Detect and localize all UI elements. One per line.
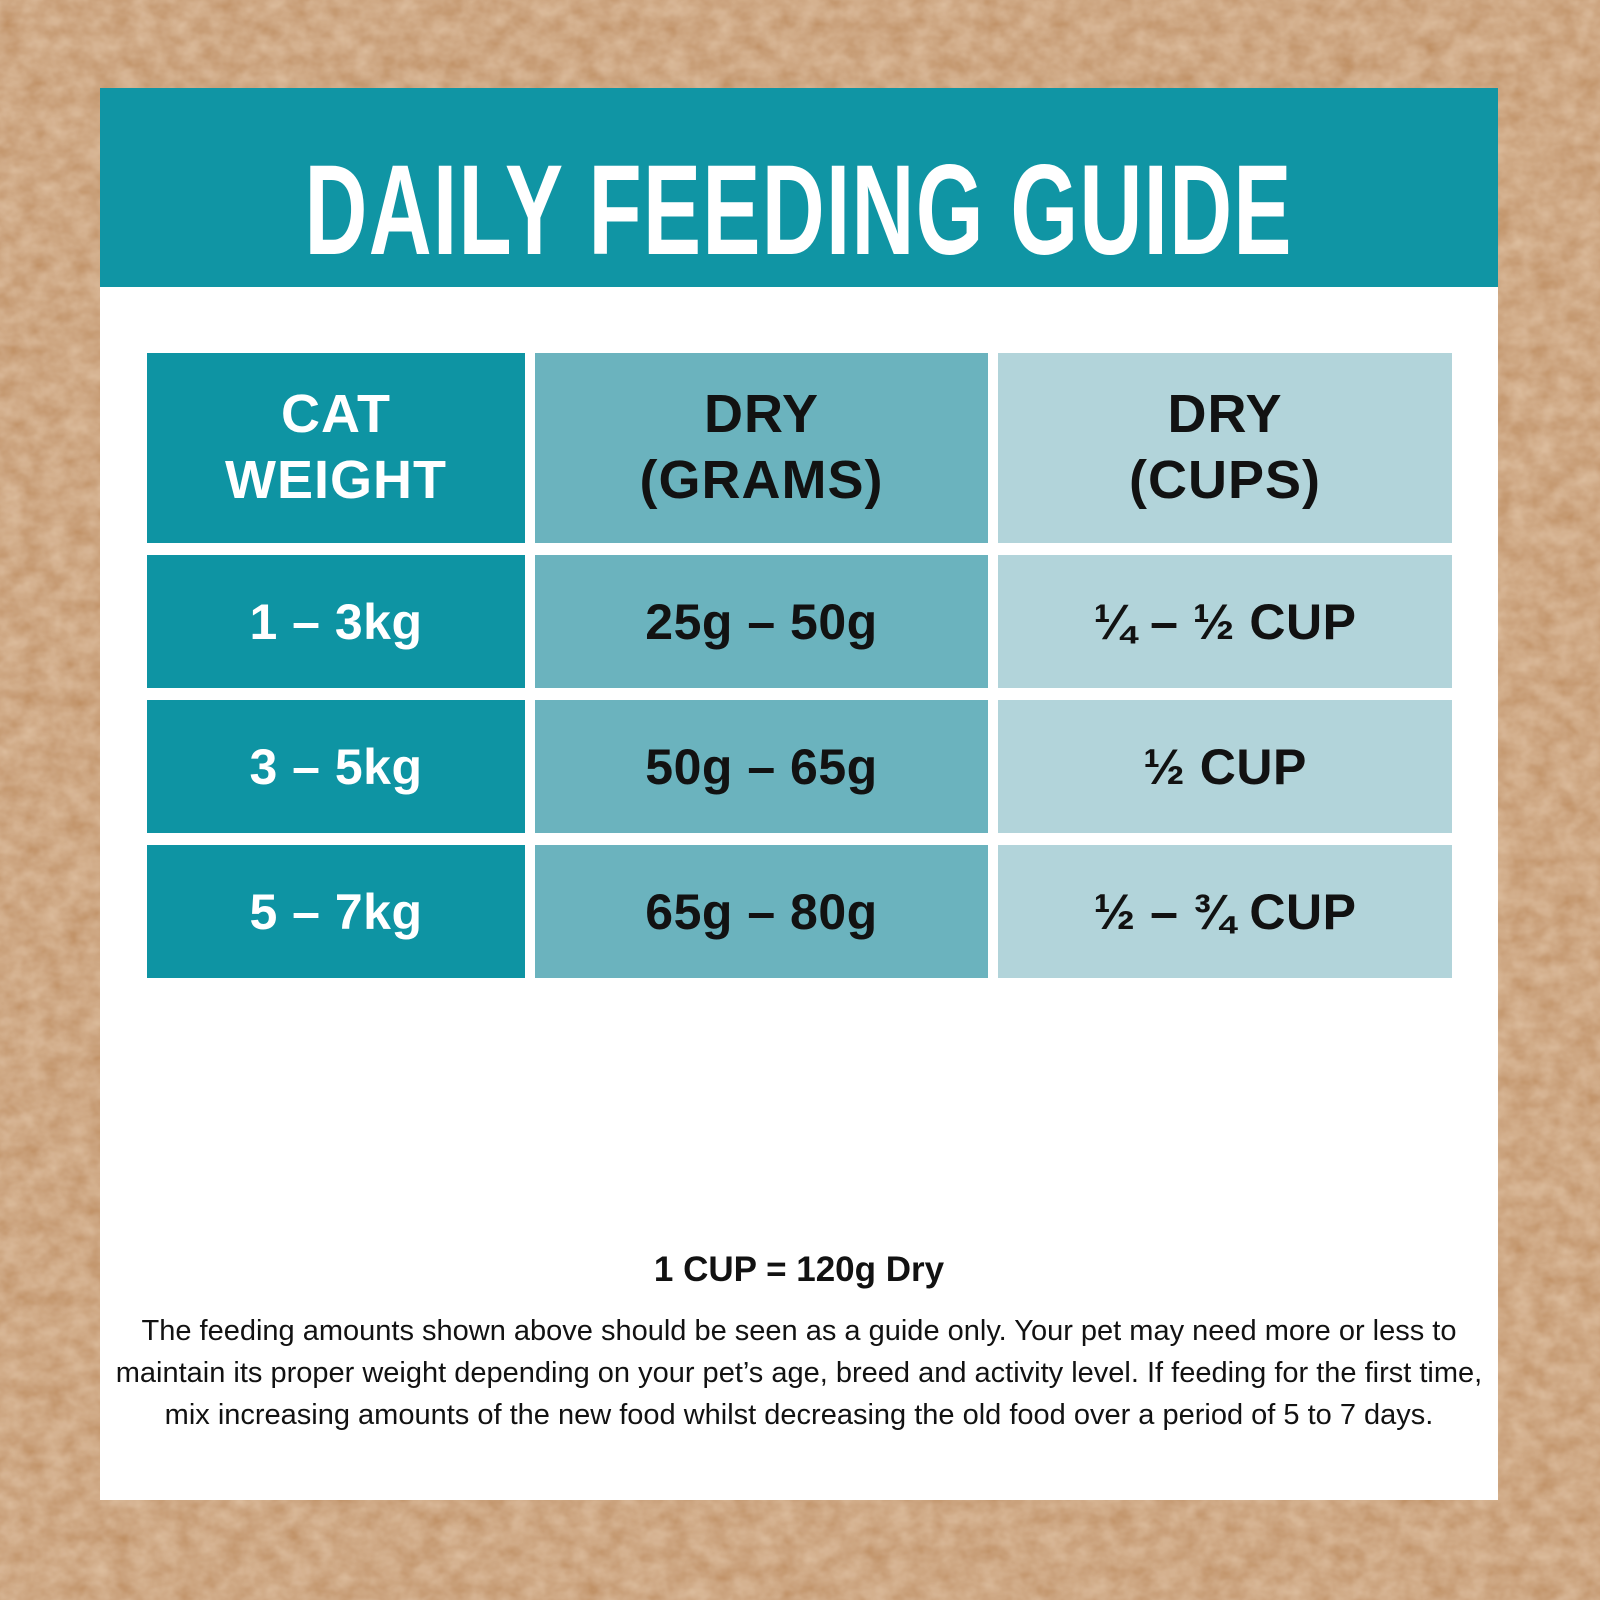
table-cell-grams-row1: 25g – 50g [535, 555, 988, 688]
disclaimer-line: The feeding amounts shown above should b… [141, 1315, 1457, 1347]
title-banner: DAILY FEEDING GUIDE [100, 88, 1498, 287]
table-cell-weight-row2: 3 – 5kg [147, 700, 525, 833]
feeding-table: CAT WEIGHT DRY (GRAMS) DRY (CUPS) 1 – 3k… [147, 353, 1452, 978]
table-cell-cups-row2: ½ CUP [998, 700, 1452, 833]
column-header-dry-cups: DRY (CUPS) [998, 353, 1452, 543]
table-cell-weight-row3: 5 – 7kg [147, 845, 525, 978]
disclaimer-line: mix increasing amounts of the new food w… [164, 1399, 1434, 1431]
table-cell-weight-row1: 1 – 3kg [147, 555, 525, 688]
page-title: DAILY FEEDING GUIDE [304, 139, 1294, 282]
disclaimer-line: maintain its proper weight depending on … [115, 1357, 1483, 1389]
table-cell-grams-row3: 65g – 80g [535, 845, 988, 978]
conversion-note: 1 CUP = 120g Dry [653, 1250, 945, 1289]
disclaimer-text: The feeding amounts shown above should b… [100, 1310, 1498, 1436]
column-header-dry-grams: DRY (GRAMS) [535, 353, 988, 543]
table-cell-grams-row2: 50g – 65g [535, 700, 988, 833]
table-cell-cups-row3: ½ – ¾ CUP [998, 845, 1452, 978]
table-cell-cups-row1: ¼ – ½ CUP [998, 555, 1452, 688]
label-card: DAILY FEEDING GUIDE CAT WEIGHT DRY (GRAM… [100, 88, 1498, 1500]
column-header-cat-weight: CAT WEIGHT [147, 353, 525, 543]
